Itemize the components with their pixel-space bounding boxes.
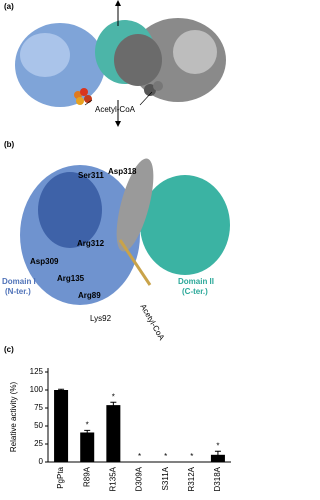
panel-label: (b) (4, 140, 15, 149)
significance-mark: * (164, 452, 167, 461)
x-tick-label: R89A (82, 466, 91, 487)
domain-label: Domain I (2, 277, 36, 286)
error-bar (110, 401, 117, 408)
y-tick-label: 0 (39, 457, 44, 466)
error-bar (84, 429, 91, 435)
significance-mark: * (190, 452, 193, 461)
structure-a (15, 0, 226, 127)
y-tick-label: 100 (30, 385, 44, 394)
bar (80, 432, 95, 462)
residue-label: Ser311 (78, 171, 104, 180)
ligand-label: Acetyl-CoA (138, 303, 166, 343)
y-tick-label: 125 (30, 367, 44, 376)
structure-b (20, 158, 230, 305)
domain-label: (N-ter.) (5, 287, 31, 296)
residue-label: Arg312 (77, 239, 105, 248)
residue-label: Lys92 (90, 314, 112, 323)
significance-mark: * (86, 420, 89, 429)
error-bar (214, 450, 221, 459)
domain-label: (C-ter.) (182, 287, 208, 296)
significance-mark: * (138, 452, 141, 461)
error-bar (58, 388, 65, 391)
y-tick-label: 25 (34, 439, 43, 448)
bar (54, 390, 69, 462)
figure: (a) Acetyl-CoA (b) Ser311 Asp318 Arg312 … (2, 0, 231, 491)
residue-label: Arg135 (57, 274, 85, 283)
panel-label: (a) (4, 2, 14, 11)
significance-mark: * (216, 441, 219, 450)
x-tick-label: PgPta (56, 466, 65, 488)
annotation: Acetyl-CoA (95, 105, 136, 114)
bar (106, 405, 121, 462)
residue-label: Arg89 (78, 291, 101, 300)
x-tick-label: R135A (108, 466, 117, 491)
panel-label: (c) (4, 345, 14, 354)
y-tick-label: 50 (34, 421, 43, 430)
x-tick-label: D309A (135, 466, 144, 491)
y-tick-label: 75 (34, 403, 43, 412)
y-axis-label: Relative activity (%) (9, 382, 18, 453)
residue-label: Asp318 (108, 167, 137, 176)
x-tick-label: D318A (213, 466, 222, 491)
x-tick-label: S311A (161, 466, 170, 490)
domain-label: Domain II (178, 277, 214, 286)
significance-mark: * (112, 392, 115, 401)
residue-label: Asp309 (30, 257, 59, 266)
x-tick-label: R312A (187, 466, 196, 491)
